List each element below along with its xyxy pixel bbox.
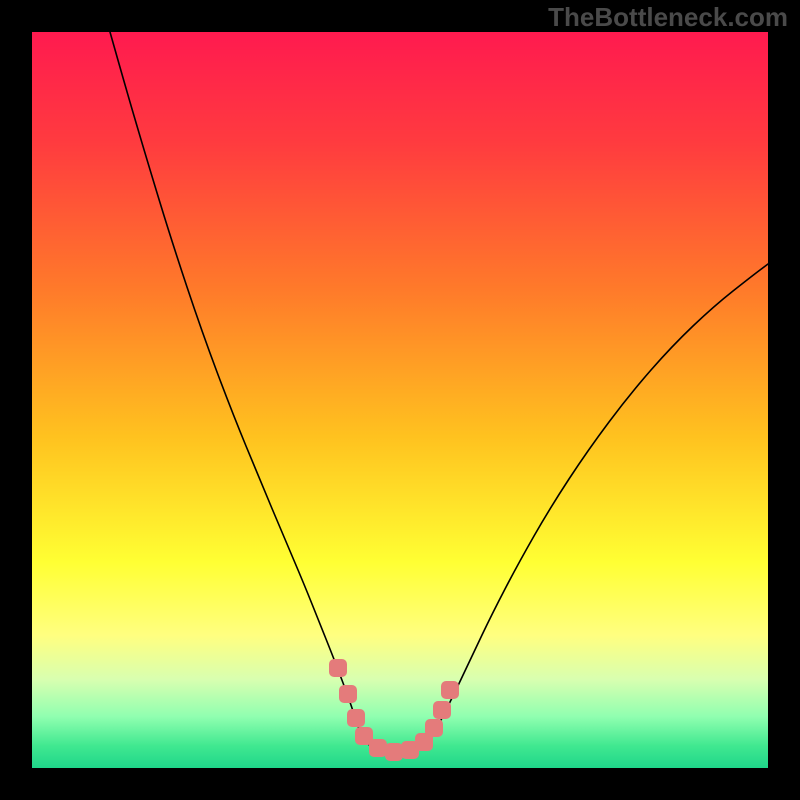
valley-marker	[433, 701, 451, 719]
frame-border-right	[768, 0, 800, 800]
valley-marker	[369, 739, 387, 757]
frame-border-left	[0, 0, 32, 800]
valley-marker	[441, 681, 459, 699]
valley-marker	[385, 743, 403, 761]
plot-area	[32, 32, 768, 768]
valley-marker	[329, 659, 347, 677]
frame-border-bottom	[0, 768, 800, 800]
plot-svg	[32, 32, 768, 768]
watermark-text: TheBottleneck.com	[548, 2, 788, 33]
valley-marker	[339, 685, 357, 703]
valley-marker	[347, 709, 365, 727]
chart-frame: TheBottleneck.com	[0, 0, 800, 800]
valley-marker	[425, 719, 443, 737]
